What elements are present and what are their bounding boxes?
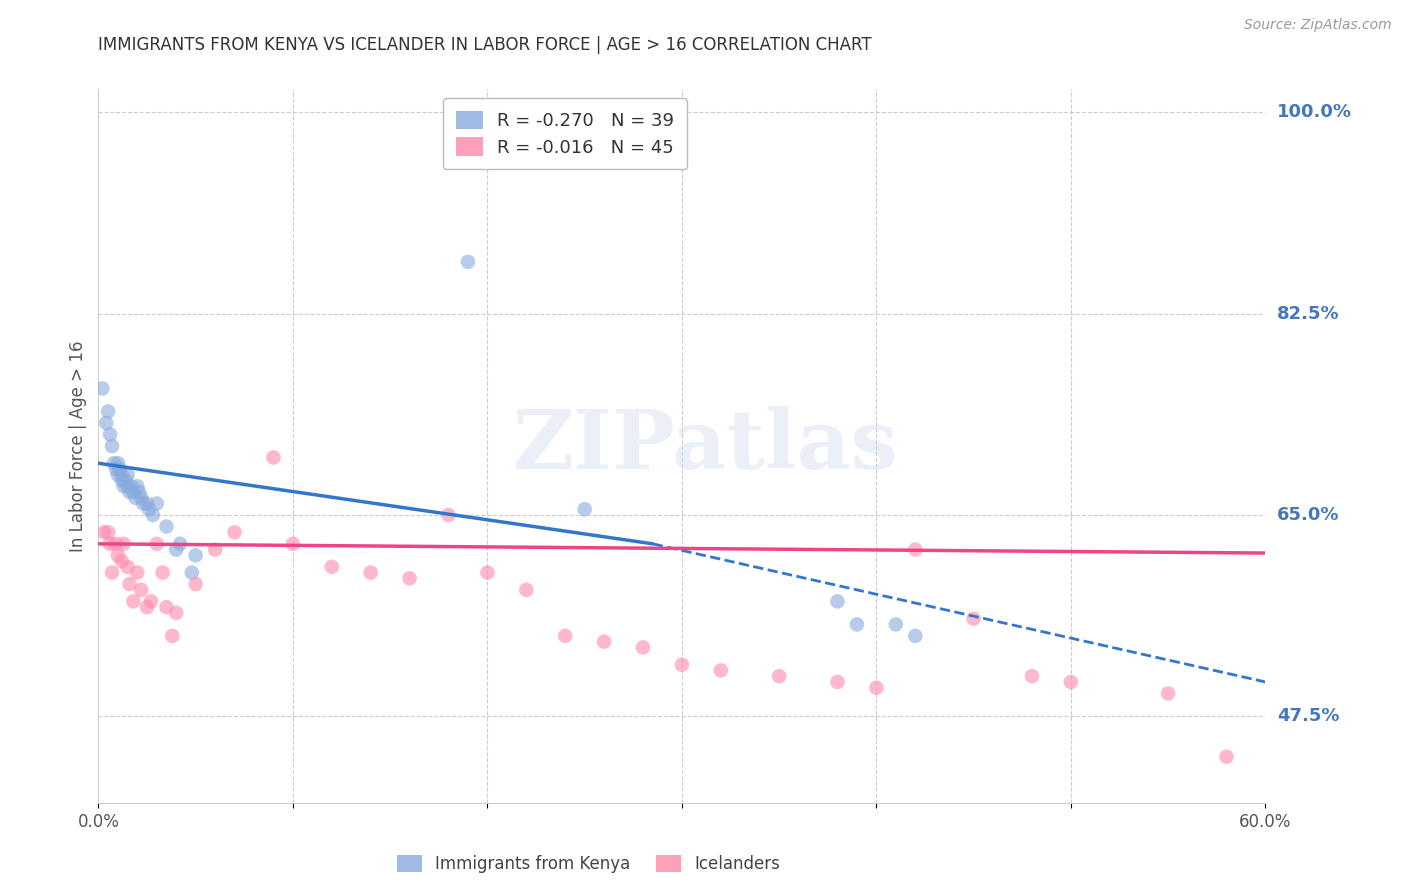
Point [457, 255, 479, 269]
Point [111, 467, 134, 482]
Point [118, 485, 141, 500]
Point [104, 537, 127, 551]
Point [904, 542, 927, 557]
Point [108, 462, 131, 476]
Point [104, 462, 127, 476]
Point [710, 664, 733, 678]
Point [98, 537, 121, 551]
Point [107, 549, 129, 563]
Point [165, 606, 187, 620]
Point [118, 577, 141, 591]
Point [845, 617, 868, 632]
Point [111, 554, 134, 568]
Point [477, 566, 499, 580]
Point [136, 497, 159, 511]
Point [114, 474, 136, 488]
Point [138, 502, 160, 516]
Text: Source: ZipAtlas.com: Source: ZipAtlas.com [1244, 18, 1392, 32]
Point [865, 681, 887, 695]
Point [155, 600, 177, 615]
Point [93, 525, 115, 540]
Text: 100.0%: 100.0% [1277, 103, 1353, 121]
Point [768, 669, 790, 683]
Point [671, 657, 693, 672]
Point [155, 519, 177, 533]
Point [129, 582, 152, 597]
Point [827, 594, 849, 608]
Point [1157, 686, 1180, 700]
Point [97, 404, 120, 418]
Point [904, 629, 927, 643]
Point [122, 485, 145, 500]
Text: 65.0%: 65.0% [1277, 506, 1340, 524]
Point [321, 559, 343, 574]
Point [117, 479, 139, 493]
Point [184, 549, 207, 563]
Point [136, 600, 159, 615]
Point [224, 525, 246, 540]
Point [127, 566, 149, 580]
Point [129, 491, 152, 505]
Point [112, 537, 135, 551]
Point [631, 640, 654, 655]
Point [554, 629, 576, 643]
Point [122, 594, 145, 608]
Point [574, 502, 596, 516]
Point [127, 479, 149, 493]
Y-axis label: In Labor Force | Age > 16: In Labor Force | Age > 16 [69, 340, 87, 552]
Point [124, 491, 146, 505]
Point [107, 467, 129, 482]
Point [1215, 749, 1237, 764]
Point [169, 537, 191, 551]
Point [112, 479, 135, 493]
Point [262, 450, 284, 465]
Point [128, 485, 150, 500]
Point [162, 629, 184, 643]
Point [1021, 669, 1043, 683]
Point [132, 497, 155, 511]
Text: 82.5%: 82.5% [1277, 305, 1340, 323]
Point [121, 479, 143, 493]
Point [1060, 675, 1083, 690]
Point [117, 559, 139, 574]
Point [515, 582, 537, 597]
Point [98, 427, 121, 442]
Point [91, 381, 114, 395]
Point [139, 594, 162, 608]
Point [884, 617, 907, 632]
Point [107, 456, 129, 470]
Point [827, 675, 849, 690]
Point [146, 497, 169, 511]
Point [204, 542, 226, 557]
Point [437, 508, 460, 522]
Point [96, 416, 118, 430]
Text: ZIPatlas: ZIPatlas [513, 406, 898, 486]
Point [152, 566, 174, 580]
Point [146, 537, 169, 551]
Point [180, 566, 202, 580]
Point [101, 439, 124, 453]
Point [281, 537, 304, 551]
Point [111, 474, 134, 488]
Point [184, 577, 207, 591]
Text: 47.5%: 47.5% [1277, 707, 1340, 725]
Point [142, 508, 165, 522]
Point [360, 566, 382, 580]
Point [101, 566, 124, 580]
Point [165, 542, 187, 557]
Text: IMMIGRANTS FROM KENYA VS ICELANDER IN LABOR FORCE | AGE > 16 CORRELATION CHART: IMMIGRANTS FROM KENYA VS ICELANDER IN LA… [98, 36, 872, 54]
Point [593, 634, 616, 648]
Point [117, 467, 139, 482]
Point [103, 456, 125, 470]
Point [97, 525, 120, 540]
Legend: Immigrants from Kenya, Icelanders: Immigrants from Kenya, Icelanders [391, 848, 786, 880]
Point [398, 571, 420, 585]
Point [962, 612, 984, 626]
